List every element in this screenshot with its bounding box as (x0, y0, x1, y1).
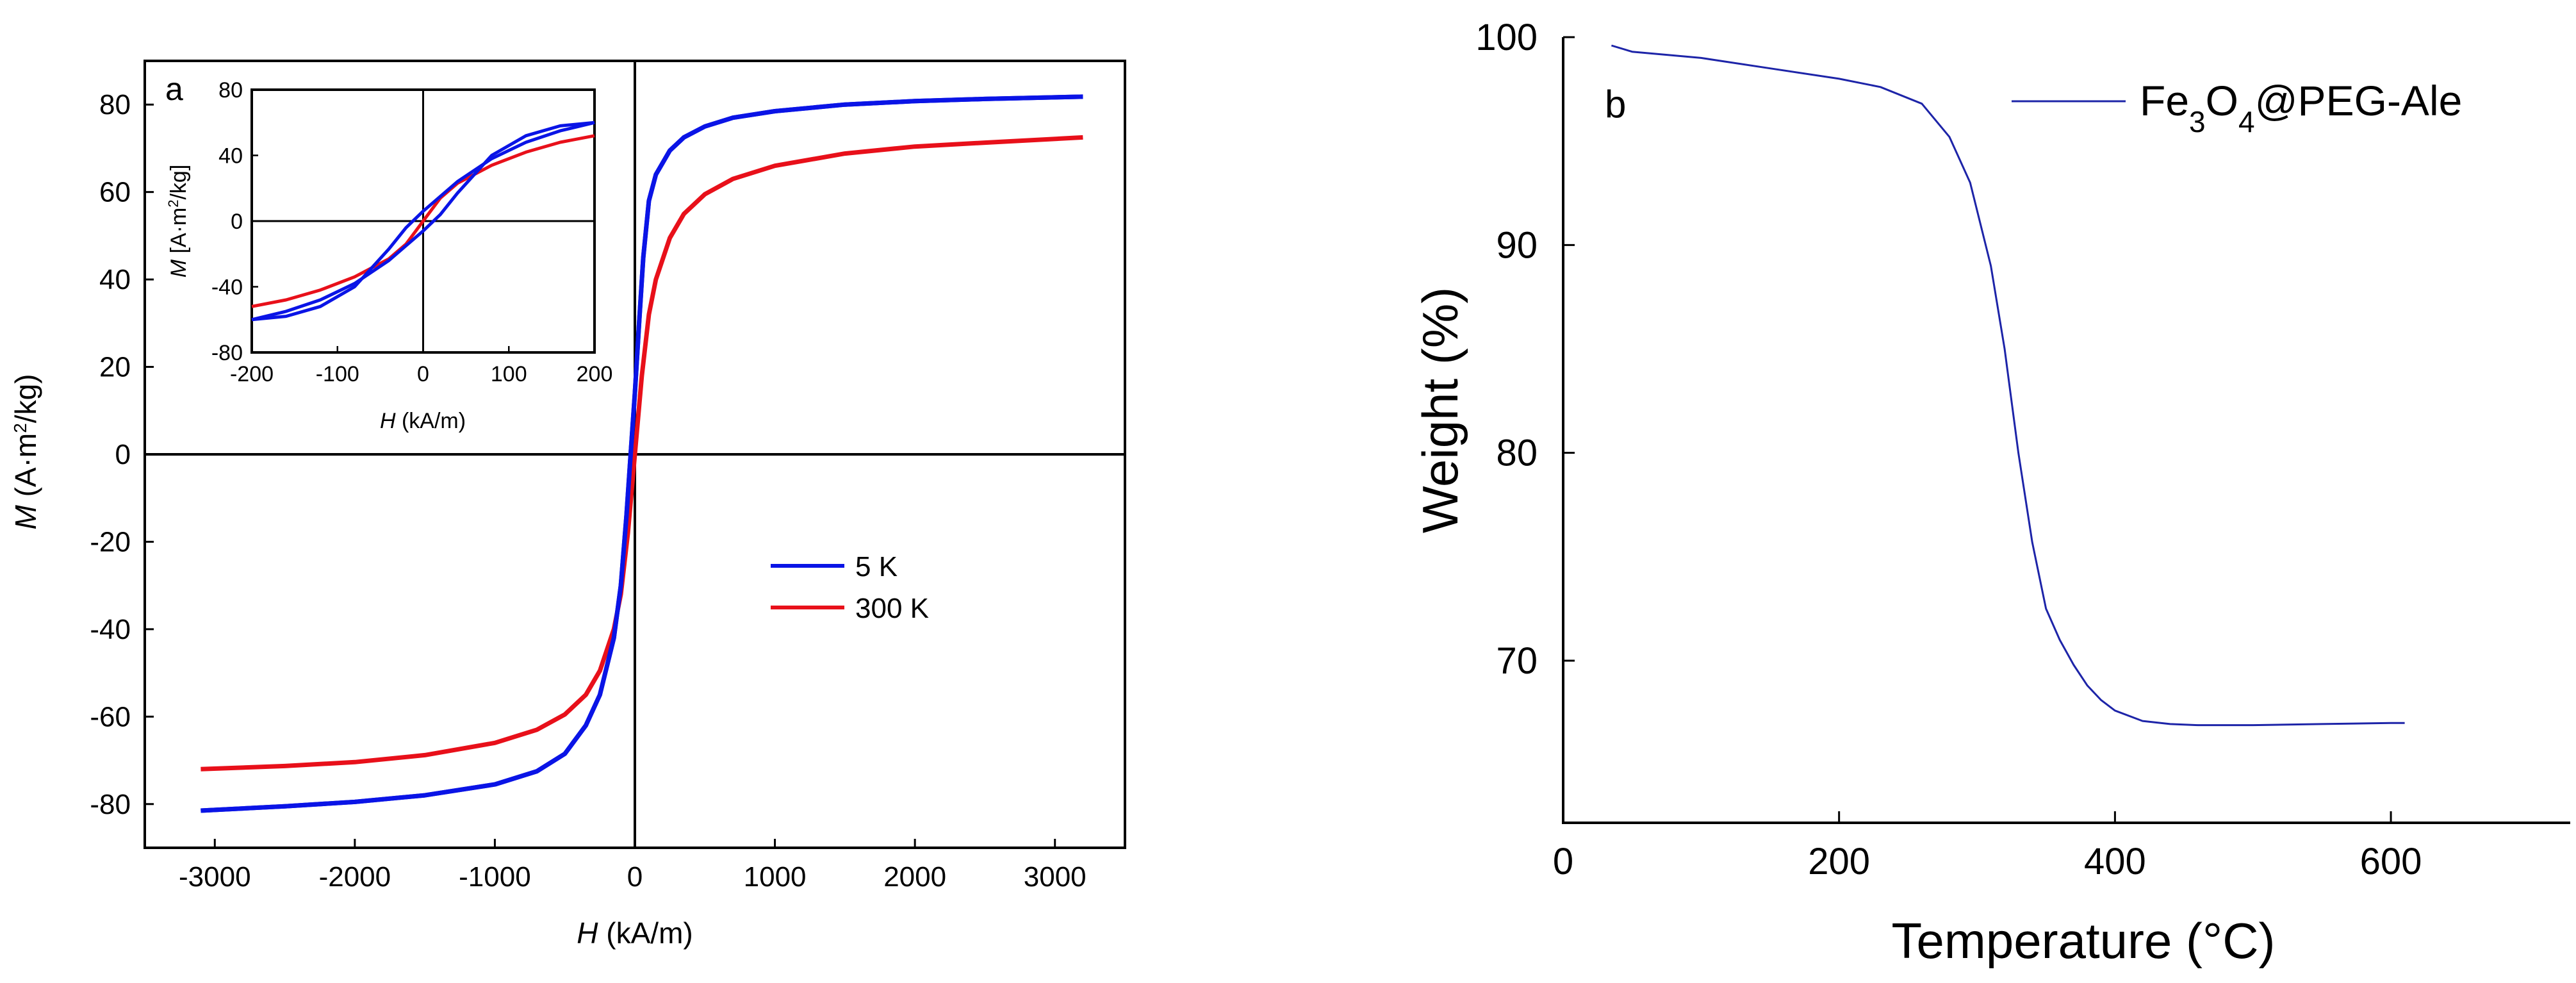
inset-y-tick-label: -40 (211, 276, 243, 300)
legend-label-part-fe: Fe (2140, 77, 2189, 124)
series-fe3o4-peg-ale-line (1611, 44, 2405, 727)
panel-a-legend: 5 K 300 K (771, 551, 929, 624)
panel-b-axes-lines (1562, 37, 2570, 824)
panel-a-x-tick-label: 3000 (1024, 861, 1087, 893)
inset-ylabel-unit: [A·m (167, 208, 191, 260)
inset-ticks: -200 -100 0 100 200 -80 -40 0 40 80 (211, 78, 613, 386)
inset-y-tick-label: -80 (211, 341, 243, 365)
panel-a-ylabel-sup: 2 (10, 423, 30, 433)
panel-a-x-tick-label: 2000 (883, 861, 946, 893)
panel-a-ylabel-unit-end: /kg) (9, 374, 42, 423)
inset-y-tick-label: 0 (231, 210, 243, 234)
panel-a-series (201, 94, 1083, 813)
panel-a-letter: a (165, 71, 183, 107)
panel-a-ylabel: M (A·m2/kg) (9, 374, 42, 529)
inset-xlabel-unit: (kA/m) (396, 409, 466, 433)
panel-b-y-tick-label: 100 (1475, 17, 1538, 58)
legend-label-300k: 300 K (855, 593, 929, 624)
inset-ylabel-unit-end: /kg] (167, 165, 191, 200)
panel-a-inset: -200 -100 0 100 200 -80 -40 0 40 80 H (kA/m) M [A… (165, 78, 613, 433)
inset-x-tick-label: 0 (417, 362, 429, 386)
panel-a-y-tick-label: 80 (99, 89, 131, 120)
panel-b-x-tick-label: 200 (1808, 841, 1870, 882)
panel-a-y-tick-label: -20 (90, 526, 131, 558)
inset-ylabel-symbol: M (167, 259, 191, 277)
legend-label-sub-3: 3 (2189, 105, 2206, 138)
inset-x-tick-label: -100 (316, 362, 359, 386)
panel-a-x-tick-label: -1000 (459, 861, 531, 893)
legend-label-sub-4: 4 (2238, 105, 2255, 138)
legend-label-part-peg: @PEG-Ale (2255, 77, 2463, 124)
series-5k-descending-line (201, 94, 1083, 813)
inset-ylabel: M [A·m2/kg] (165, 165, 192, 278)
inset-x-tick-label: 200 (577, 362, 613, 386)
panel-b-y-tick-label: 90 (1496, 224, 1538, 266)
panel-b-x-tick-label: 0 (1553, 841, 1573, 882)
panel-b-axes (1562, 37, 2570, 824)
panel-a-x-tick-label: -2000 (319, 861, 391, 893)
panel-a-xlabel-unit: (kA/m) (598, 916, 693, 950)
panel-a-y-tick-label: 0 (115, 439, 131, 470)
panel-b-legend: Fe3O4@PEG-Ale (2012, 77, 2462, 138)
series-300k-ascending-line (201, 135, 1083, 772)
panel-a-y-tick-label: 60 (99, 177, 131, 208)
inset-series-5k-descending-line (251, 120, 595, 322)
panel-b-ylabel: Weight (%) (1412, 287, 1468, 533)
panel-a-xlabel: H (kA/m) (577, 916, 693, 950)
panel-b-y-tick-label: 80 (1496, 433, 1538, 474)
panel-a-y-tick-label: -80 (90, 789, 131, 820)
panel-a-xlabel-symbol: H (577, 916, 598, 950)
panel-a-ticks: -3000 -2000 -1000 0 1000 2000 3000-80-60-40-20… (90, 89, 1086, 893)
panel-b-ticks: 0 200 400 600 70 80 90 100 (1475, 17, 2422, 882)
panel-a-x-tick-label: -3000 (179, 861, 251, 893)
legend-label-part-o: O (2206, 77, 2238, 124)
inset-x-tick-label: -200 (230, 362, 274, 386)
legend-label-5k: 5 K (855, 551, 898, 582)
inset-ylabel-sup: 2 (165, 200, 181, 208)
panel-b-xlabel: Temperature (°C) (1891, 913, 2275, 969)
inset-series-300k-ascending-line (251, 134, 595, 308)
panel-a-ylabel-unit: (A·m (9, 433, 42, 505)
panel-b-letter: b (1605, 83, 1626, 126)
inset-series (251, 120, 595, 322)
panel-a-x-tick-label: 1000 (744, 861, 807, 893)
inset-xlabel-symbol: H (380, 409, 396, 433)
inset-y-tick-label: 40 (218, 144, 243, 169)
panel-a-y-tick-label: -60 (90, 701, 131, 732)
panel-a-ylabel-symbol: M (9, 505, 42, 530)
inset-xlabel: H (kA/m) (380, 409, 466, 433)
inset-x-tick-label: 100 (491, 362, 527, 386)
panel-a-y-tick-label: 20 (99, 352, 131, 383)
panel-a-y-tick-label: -40 (90, 614, 131, 645)
inset-y-tick-label: 80 (218, 78, 243, 103)
panel-b-x-tick-label: 400 (2084, 841, 2146, 882)
panel-b: 0 200 400 600 70 80 90 100 b Temperature (°C) W… (1412, 17, 2570, 969)
panel-a-x-tick-label: 0 (627, 861, 643, 893)
panel-b-series (1611, 44, 2405, 727)
panel-b-x-tick-label: 600 (2360, 841, 2422, 882)
panel-a-y-tick-label: 40 (99, 264, 131, 295)
inset-series-5k-ascending-line (251, 120, 595, 322)
legend-label-fe3o4: Fe3O4@PEG-Ale (2140, 77, 2462, 138)
panel-a: -3000 -2000 -1000 0 1000 2000 3000-80-60-40-20… (9, 60, 1126, 950)
panel-b-y-tick-label: 70 (1496, 640, 1538, 682)
